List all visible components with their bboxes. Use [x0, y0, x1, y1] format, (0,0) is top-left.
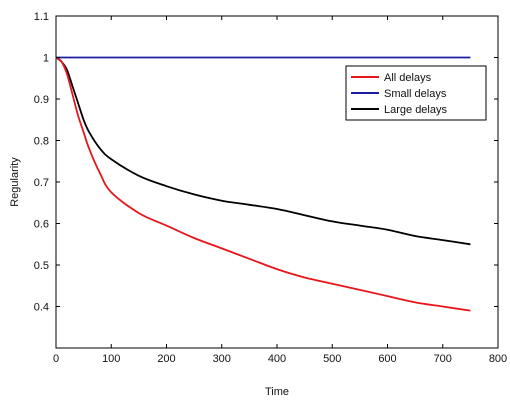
- ticks-layer: 0 100 200 300 400 500 600 700 800 0.4 0.5 0.6 0.7 0.8…: [34, 11, 507, 365]
- series-layer: [55, 56, 471, 312]
- y-tick-label: 0.9: [34, 94, 49, 106]
- y-tick-label: 0.7: [34, 177, 49, 189]
- legend-box: [345, 65, 487, 121]
- y-tick-label: 0.4: [34, 302, 49, 314]
- y-axis-label: Regularity: [9, 157, 21, 207]
- series-line-all-delays: [55, 56, 471, 312]
- legend-label: Large delays: [384, 104, 447, 116]
- y-tick-label: 1: [43, 53, 49, 65]
- x-tick-label: 0: [53, 353, 59, 365]
- y-tick-label: 0.6: [34, 219, 49, 231]
- x-tick-label: 500: [323, 353, 341, 365]
- legend: All delays Small delays Large delays: [345, 65, 487, 121]
- x-tick-label: 800: [489, 353, 507, 365]
- legend-label: Small delays: [384, 88, 447, 100]
- x-tick-label: 400: [268, 353, 286, 365]
- y-tick-label: 0.5: [34, 260, 49, 272]
- y-tick-label: 0.8: [34, 136, 49, 148]
- x-tick-label: 100: [102, 353, 120, 365]
- x-tick-label: 700: [434, 353, 452, 365]
- series-line-large-delays: [55, 56, 471, 246]
- y-tick-label: 1.1: [34, 11, 49, 23]
- legend-label: All delays: [384, 72, 432, 84]
- x-tick-label: 600: [378, 353, 396, 365]
- x-tick-label: 300: [213, 353, 231, 365]
- x-tick-label: 200: [157, 353, 175, 365]
- x-axis-label: Time: [265, 386, 289, 398]
